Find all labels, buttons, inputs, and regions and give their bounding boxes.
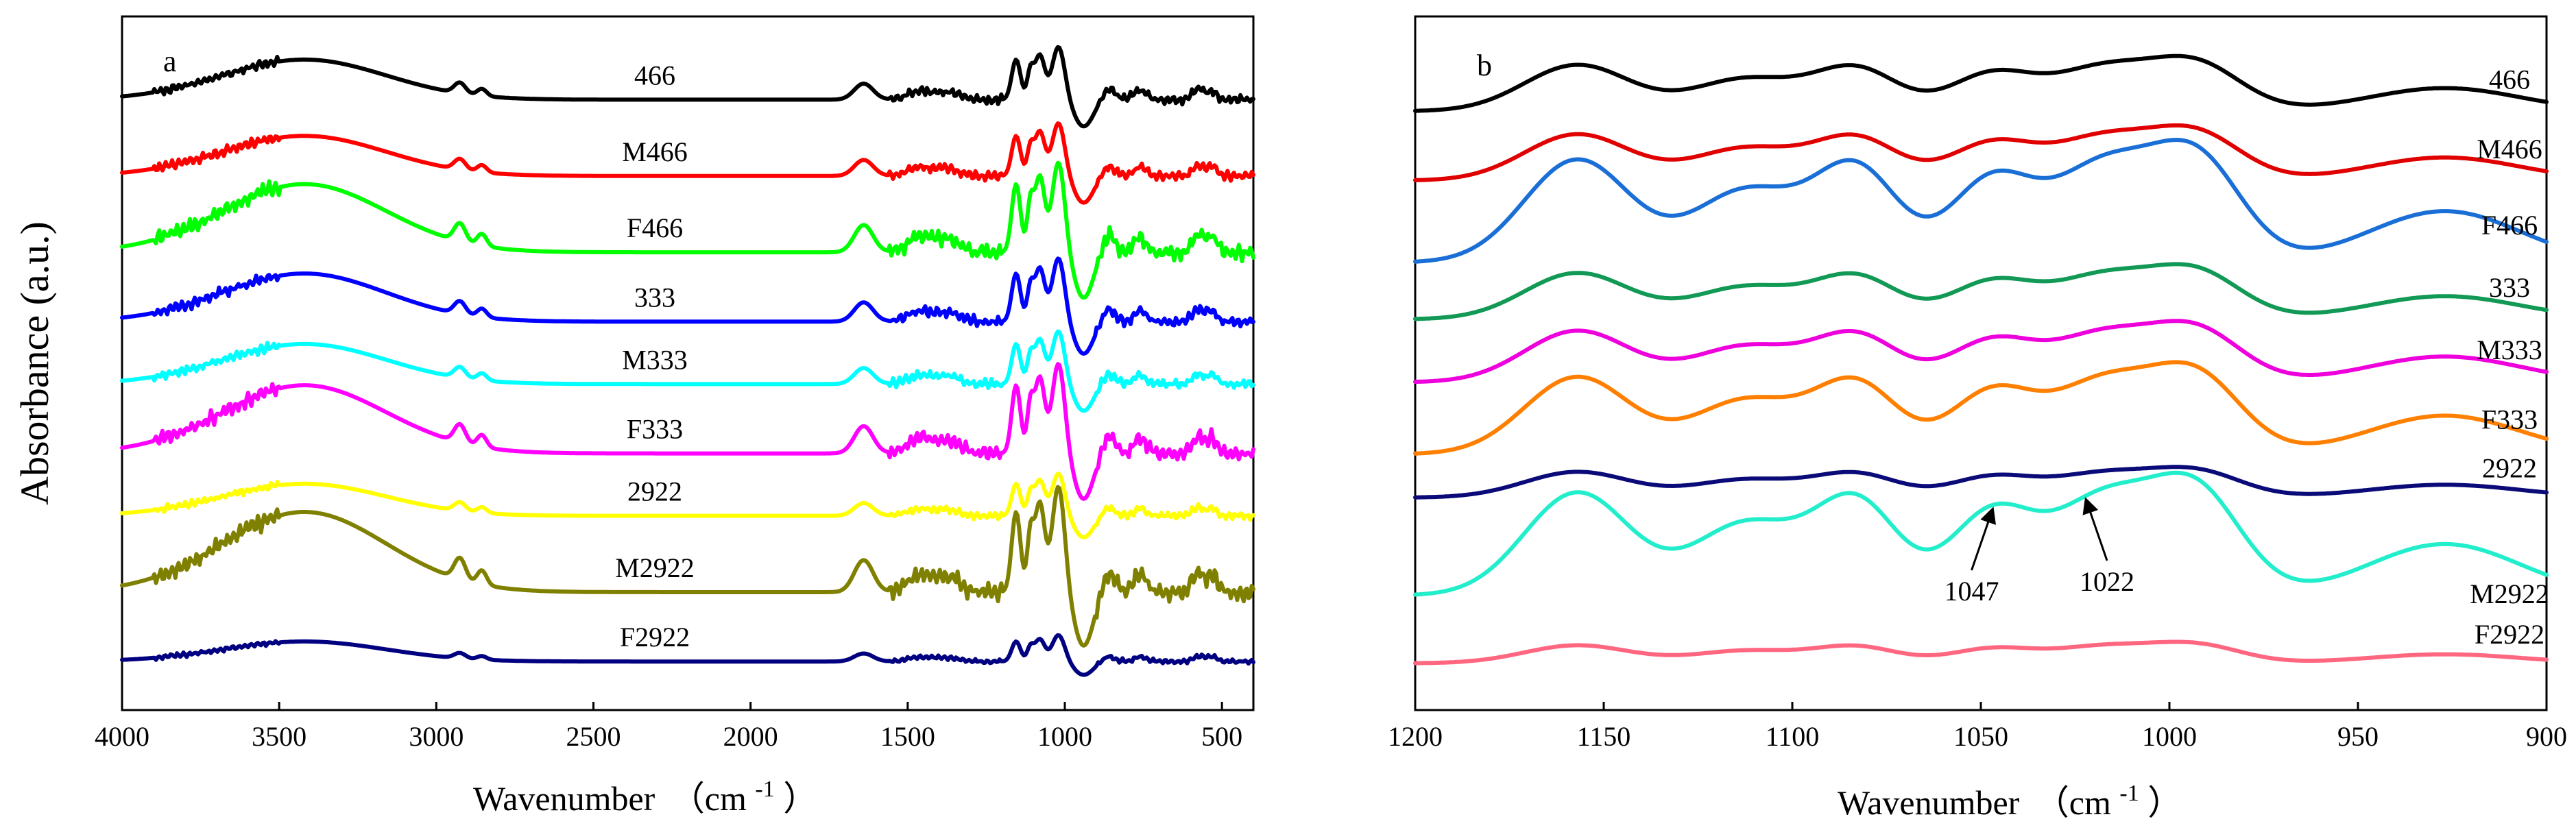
- panel-a-x-axis-unit-close: ）: [783, 779, 817, 818]
- x-tick-label: 3000: [409, 721, 464, 752]
- series-label-f466: F466: [627, 212, 683, 243]
- annotation-arrow: [1971, 506, 1996, 571]
- x-tick-label: 2000: [723, 721, 778, 752]
- x-tick-label: 1000: [2142, 721, 2197, 752]
- panel-b-x-axis-title-text: Wavenumber: [1838, 783, 2020, 822]
- series-label-2922: 2922: [627, 476, 682, 507]
- trace-2922: [120, 472, 1255, 539]
- panel-a-x-ticks: 4000 3500 3000 2500 2000 1500 1000 500: [95, 702, 1242, 752]
- series-label-m2922: M2922: [2470, 578, 2549, 609]
- panel-a-series-labels: 466 M466 F466 333 M333 F333 2922 M2922 F2922: [615, 60, 695, 652]
- series-label-f333: F333: [2481, 404, 2538, 435]
- trace-m333: [1413, 319, 2549, 385]
- panel-a-traces: [120, 45, 1255, 677]
- panel-a-x-axis-title-text: Wavenumber: [473, 779, 655, 818]
- x-tick-label: 900: [2526, 721, 2567, 752]
- panel-b: b 1200 1150 1100 1050 1000 950 900 466 M466 F466…: [1388, 15, 2567, 822]
- x-tick-label: 3500: [252, 721, 306, 752]
- trace-f333: [120, 362, 1255, 501]
- panel-a-label: a: [163, 45, 177, 78]
- trace-m333: [120, 329, 1255, 413]
- annotation-label: 1022: [2080, 566, 2134, 597]
- panel-a-x-axis-title: Wavenumber （cm -1 ）: [473, 766, 817, 818]
- panel-b-x-axis-unit-close: ）: [2147, 783, 2182, 822]
- series-label-m333: M333: [2477, 334, 2542, 365]
- panel-a-x-axis-unit: （cm: [671, 779, 747, 818]
- x-tick-label: 1150: [1577, 721, 1631, 752]
- panel-b-x-axis-unit-sup: -1: [2119, 781, 2139, 806]
- panel-b-x-ticks: 1200 1150 1100 1050 1000 950 900: [1388, 702, 2567, 752]
- x-tick-label: 1050: [1953, 721, 2008, 752]
- trace-m466: [120, 121, 1255, 205]
- panel-b-label: b: [1477, 49, 1492, 82]
- trace-333: [1413, 262, 2549, 321]
- panel-b-x-axis-unit: （cm: [2035, 783, 2111, 822]
- trace-333: [120, 256, 1255, 356]
- series-label-f2922: F2922: [620, 622, 690, 652]
- trace-f466: [1413, 138, 2549, 264]
- trace-f333: [1413, 360, 2549, 456]
- panel-a-y-axis-title: Absorbance (a.u.): [12, 221, 57, 505]
- panel-a: a 4000 3500 3000 2500 2000 1500 1000 500 466 M46…: [12, 15, 1255, 818]
- panel-b-series-labels: 466 M466 F466 333 M333 F333 2922 M2922 F2922: [2470, 64, 2549, 650]
- trace-f466: [120, 160, 1255, 300]
- series-label-m466: M466: [2477, 134, 2542, 164]
- x-tick-label: 1100: [1766, 721, 1820, 752]
- panel-b-annotations: 1047 1022: [1945, 497, 2134, 607]
- x-tick-label: 1200: [1388, 721, 1443, 752]
- panel-a-frame: [121, 15, 1255, 711]
- trace-m2922: [120, 485, 1255, 648]
- panel-b-traces: [1413, 53, 2549, 666]
- trace-2922: [1413, 465, 2549, 500]
- series-label-f2922: F2922: [2475, 619, 2544, 650]
- series-label-466: 466: [2489, 64, 2530, 95]
- trace-466: [1413, 53, 2549, 113]
- series-label-m333: M333: [622, 344, 688, 375]
- trace-f2922: [1413, 639, 2549, 666]
- x-tick-label: 1000: [1037, 721, 1092, 752]
- x-tick-label: 2500: [566, 721, 621, 752]
- series-label-f466: F466: [2481, 210, 2538, 241]
- series-label-m466: M466: [622, 136, 688, 167]
- x-tick-label: 500: [1201, 721, 1242, 752]
- x-tick-label: 4000: [95, 721, 149, 752]
- series-label-333: 333: [2489, 272, 2530, 303]
- panel-a-x-axis-unit-sup: -1: [755, 777, 774, 802]
- x-tick-label: 950: [2337, 721, 2379, 752]
- trace-f2922: [120, 633, 1255, 677]
- trace-m466: [1413, 123, 2549, 182]
- series-label-466: 466: [634, 60, 675, 90]
- annotation-arrow: [2082, 497, 2108, 561]
- series-label-333: 333: [634, 282, 675, 313]
- annotation-label: 1047: [1945, 576, 1999, 607]
- series-label-f333: F333: [627, 414, 683, 445]
- x-tick-label: 1500: [880, 721, 935, 752]
- series-label-m2922: M2922: [615, 552, 695, 583]
- trace-466: [120, 45, 1255, 129]
- panel-b-x-axis-title: Wavenumber （cm -1 ）: [1838, 770, 2182, 822]
- series-label-2922: 2922: [2482, 452, 2537, 483]
